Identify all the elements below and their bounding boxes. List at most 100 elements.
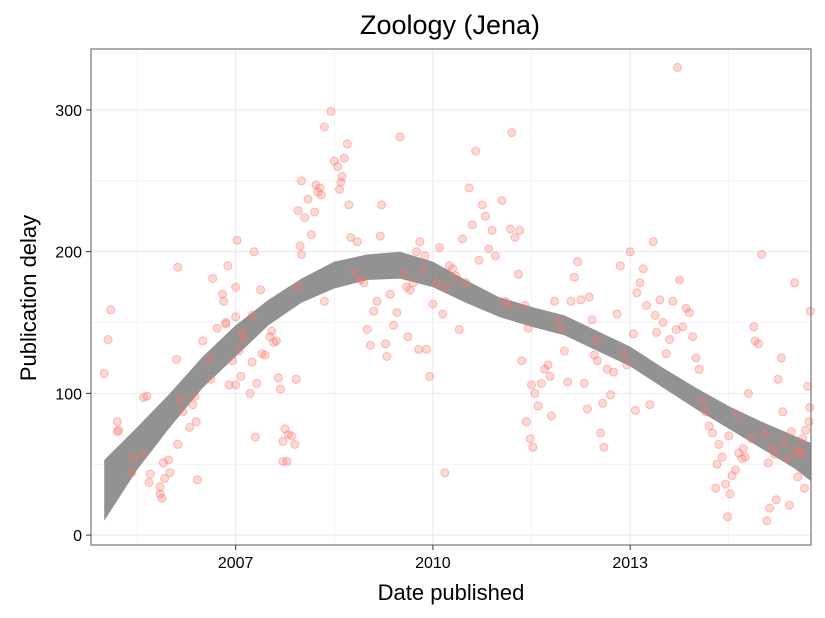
data-point xyxy=(231,282,241,292)
data-point xyxy=(803,381,813,391)
data-point xyxy=(106,305,116,315)
data-point xyxy=(190,391,200,401)
data-point xyxy=(319,296,329,306)
y-axis-title: Publication delay xyxy=(16,215,41,381)
data-point xyxy=(744,388,753,398)
data-point xyxy=(160,473,170,483)
data-point xyxy=(517,356,527,366)
data-point xyxy=(528,442,538,452)
data-point xyxy=(218,289,227,299)
data-point xyxy=(724,431,734,441)
data-point xyxy=(329,156,339,166)
data-point xyxy=(157,493,167,503)
data-point xyxy=(142,391,152,401)
data-point xyxy=(553,316,563,326)
data-point xyxy=(310,207,320,217)
data-point xyxy=(412,247,421,257)
data-point xyxy=(698,396,707,405)
data-point xyxy=(178,407,188,417)
data-point xyxy=(650,310,660,320)
data-point xyxy=(477,200,487,210)
data-point xyxy=(798,434,807,444)
data-point xyxy=(622,360,632,370)
data-point xyxy=(461,278,471,288)
data-point xyxy=(198,336,208,346)
data-point xyxy=(127,468,137,478)
data-point xyxy=(521,417,531,427)
data-point xyxy=(652,327,661,337)
data-point xyxy=(780,438,790,448)
data-point xyxy=(784,500,794,510)
data-point xyxy=(688,332,698,342)
data-point xyxy=(155,482,165,492)
data-point xyxy=(753,339,763,349)
chart-title: Zoology (Jena) xyxy=(360,10,540,40)
x-tick-label: 2007 xyxy=(218,555,254,572)
data-point xyxy=(273,373,283,383)
data-point xyxy=(224,380,234,390)
data-point xyxy=(366,340,375,350)
data-point xyxy=(765,503,775,513)
data-point xyxy=(375,231,385,241)
data-point xyxy=(231,380,241,390)
data-point xyxy=(760,430,770,439)
data-point xyxy=(804,417,814,427)
data-point xyxy=(173,262,183,272)
data-point xyxy=(602,364,612,374)
data-point xyxy=(545,371,555,381)
data-point xyxy=(474,255,484,265)
data-point xyxy=(576,295,586,305)
data-point xyxy=(421,344,431,354)
data-point xyxy=(296,176,306,186)
gridlines xyxy=(91,49,811,545)
data-point xyxy=(638,264,648,274)
data-point xyxy=(369,306,379,316)
data-point xyxy=(681,303,691,313)
data-point xyxy=(520,301,530,310)
data-point xyxy=(336,177,346,187)
data-point xyxy=(114,425,124,435)
data-point xyxy=(773,374,783,384)
data-point xyxy=(448,264,458,274)
y-tick-label: 200 xyxy=(55,245,82,262)
data-point xyxy=(714,439,724,449)
data-point xyxy=(339,153,349,163)
data-point xyxy=(712,459,722,469)
data-point xyxy=(291,374,301,384)
data-point xyxy=(249,247,259,257)
data-point xyxy=(271,336,281,346)
data-point xyxy=(172,354,181,364)
data-point xyxy=(260,350,270,360)
data-point xyxy=(414,344,423,354)
data-point xyxy=(212,323,222,333)
data-point xyxy=(606,390,615,400)
data-point xyxy=(335,184,344,194)
data-point xyxy=(405,285,415,295)
data-point xyxy=(793,472,803,482)
data-point xyxy=(599,442,609,452)
data-point xyxy=(402,282,412,292)
data-point xyxy=(630,405,640,415)
data-point xyxy=(629,329,638,339)
smooth-band-area xyxy=(104,251,811,521)
data-point xyxy=(767,442,776,452)
data-point xyxy=(223,261,233,271)
data-point xyxy=(313,187,323,197)
data-point xyxy=(372,296,382,306)
data-point xyxy=(523,323,533,333)
data-point xyxy=(333,162,343,172)
data-point xyxy=(395,132,405,142)
data-point xyxy=(471,146,481,156)
data-point xyxy=(655,295,665,305)
data-point xyxy=(747,434,757,444)
data-point xyxy=(239,335,248,344)
data-point xyxy=(382,352,392,361)
data-point xyxy=(112,427,122,437)
data-point xyxy=(267,326,277,336)
data-point xyxy=(582,404,592,414)
data-point xyxy=(435,242,444,252)
data-point xyxy=(265,332,275,342)
data-point xyxy=(232,235,242,245)
data-point xyxy=(795,447,805,456)
data-point xyxy=(337,172,347,181)
